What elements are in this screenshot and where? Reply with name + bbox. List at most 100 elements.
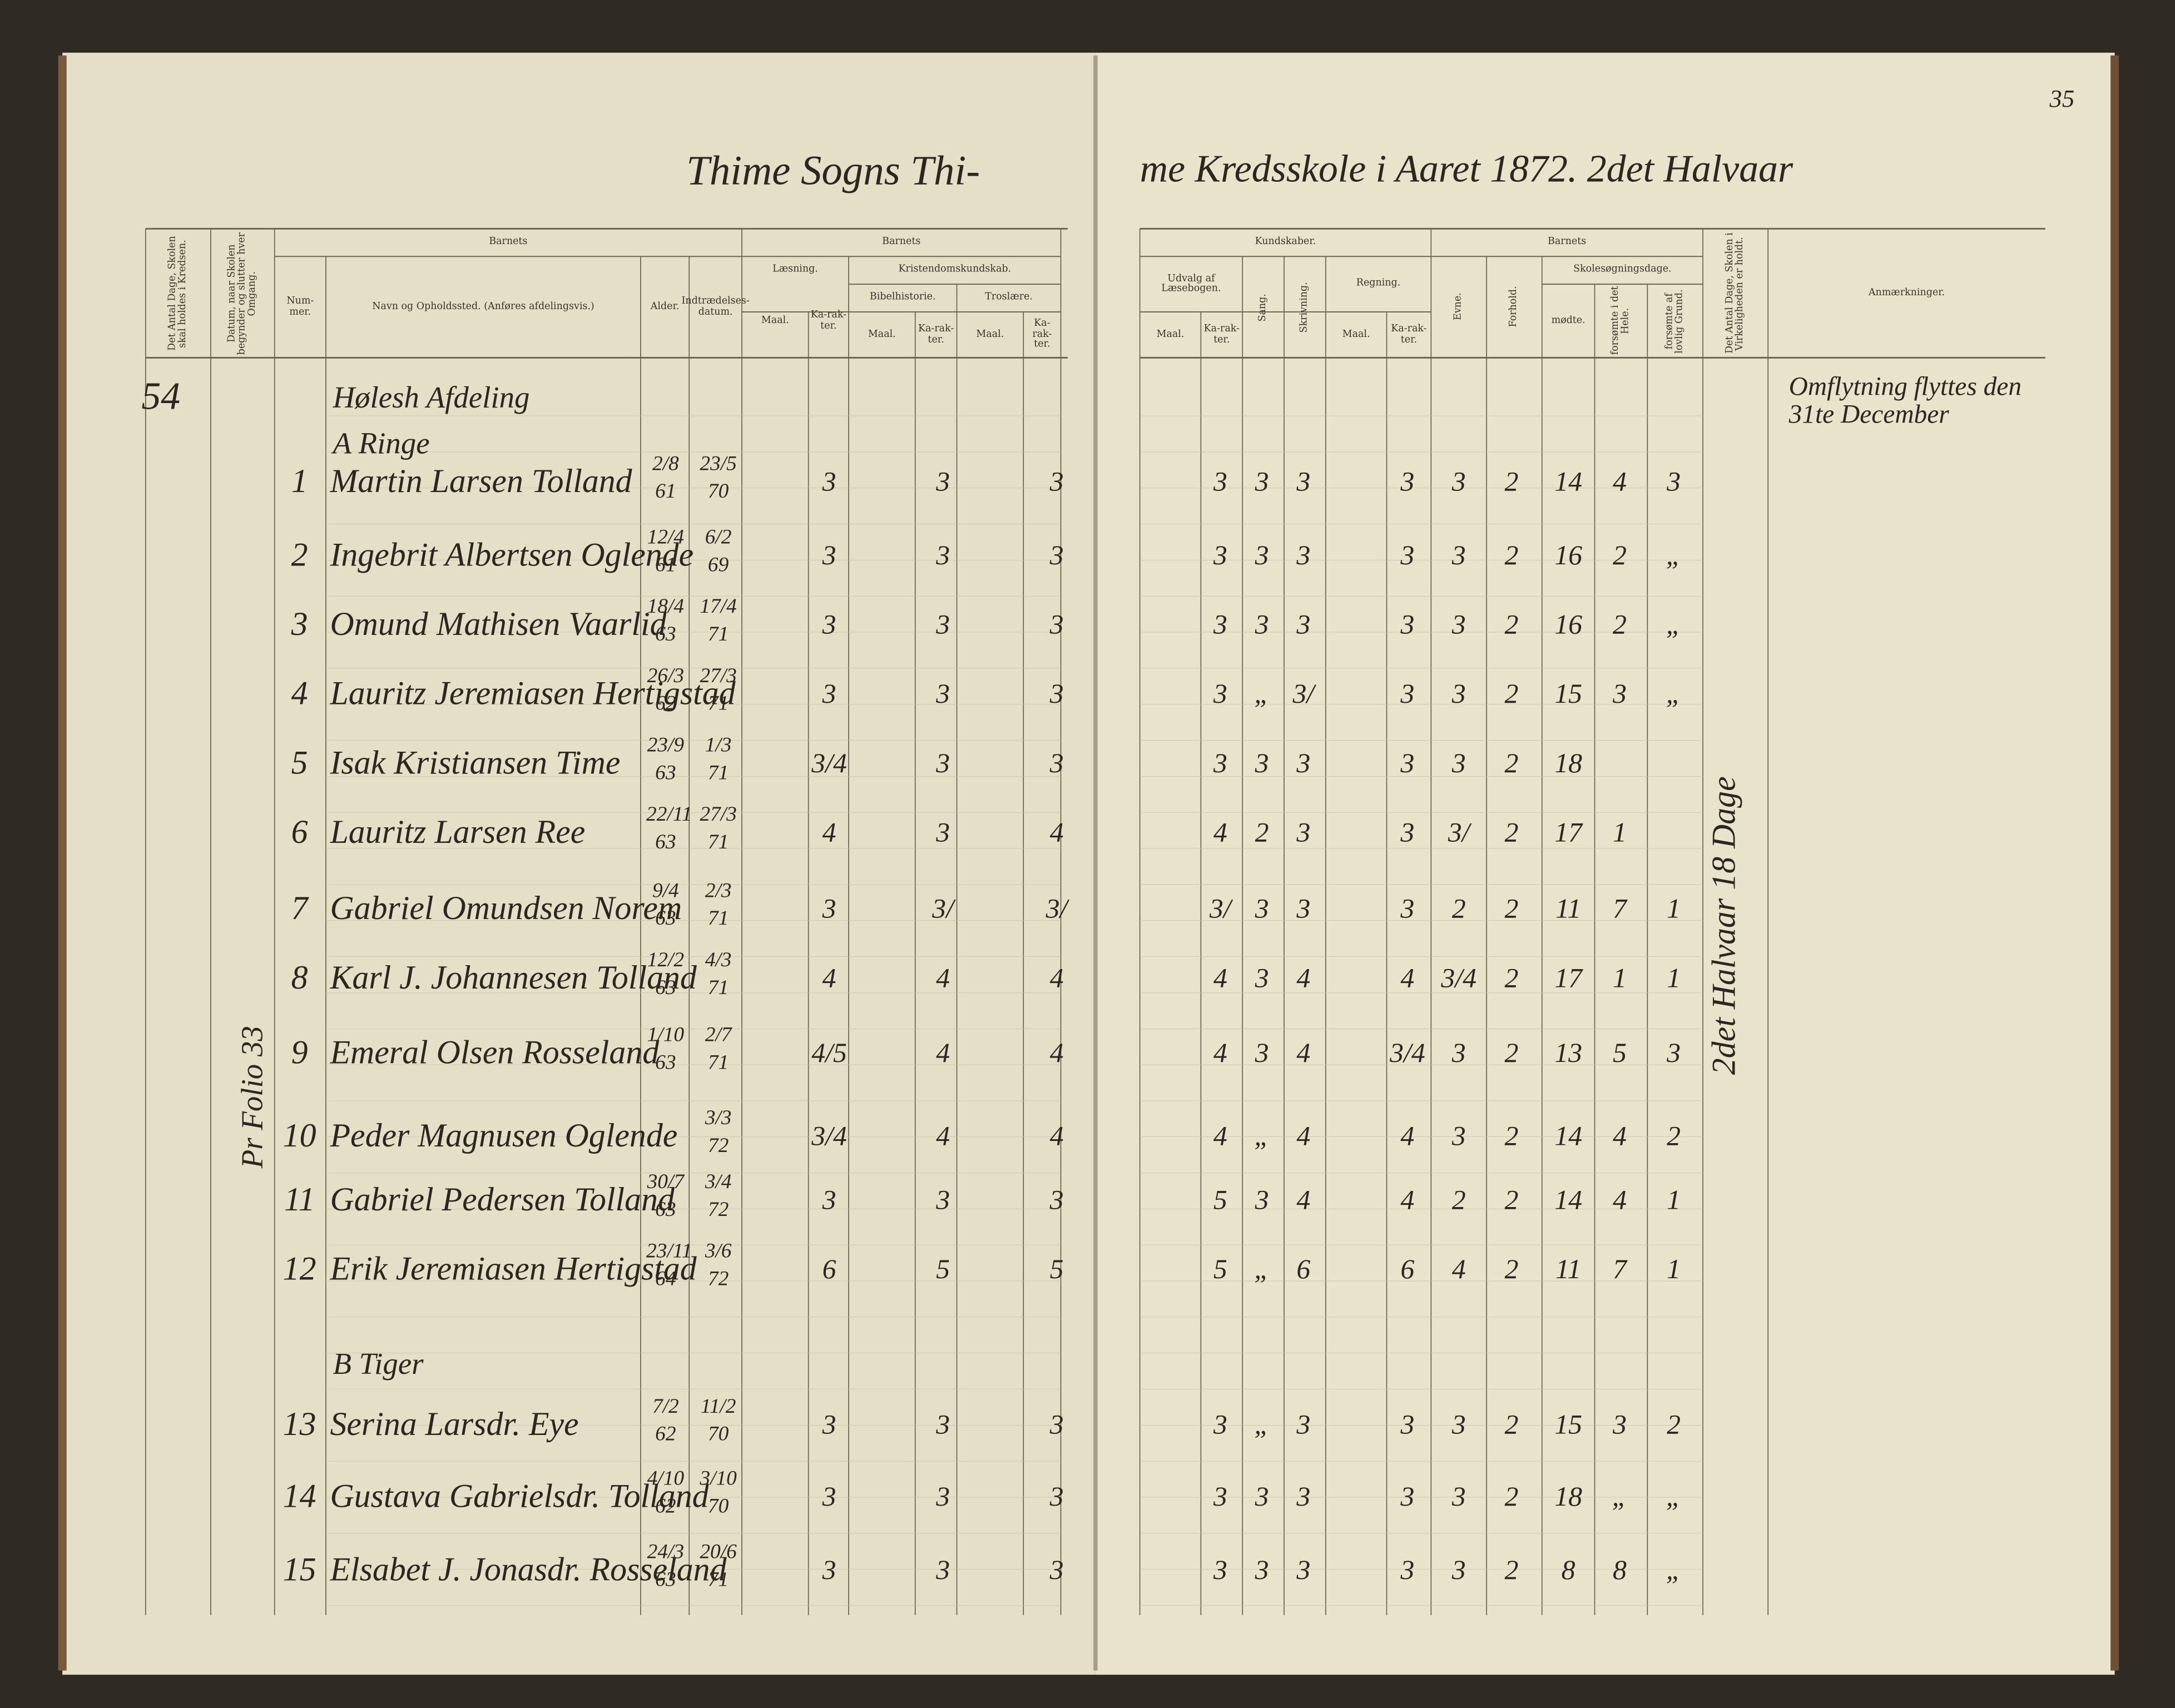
grade: 1 [1612, 963, 1627, 994]
entry-date: 2/7 71 [705, 1024, 732, 1074]
grade: 4 [936, 963, 950, 994]
entry-date: 4/3 71 [705, 950, 732, 999]
grade: „ [1666, 540, 1682, 572]
grade: 2 [1612, 610, 1627, 640]
column-header: Det Antal Dage, Skolen skal holdes i Kre… [166, 236, 188, 351]
grade: 3 [1255, 894, 1269, 925]
grade: 3 [822, 679, 836, 710]
student-name: Gabriel Pedersen Tolland [330, 1182, 675, 1219]
grade: 2 [1504, 540, 1519, 572]
row-number: 7 [291, 891, 308, 928]
grade: „ [1666, 679, 1682, 710]
birth-date: 9/4 63 [652, 880, 679, 930]
grade: 3 [936, 1185, 950, 1216]
grade: 4 [822, 818, 836, 849]
entry-date: 17/4 71 [700, 596, 737, 646]
grade: 3 [1049, 748, 1064, 779]
grade: „ [1666, 1482, 1682, 1513]
grade: 11 [1555, 1254, 1582, 1285]
grade: 4 [1296, 963, 1311, 994]
entry-date: 11/2 70 [700, 1396, 736, 1446]
grade: 3 [1451, 1121, 1466, 1153]
column-header: Alder. [650, 300, 680, 312]
row-number: 2 [291, 538, 308, 574]
grade: 3/ [1209, 894, 1231, 925]
grade: 16 [1554, 610, 1583, 640]
grade: 3/4 [811, 1121, 847, 1153]
grade: 3 [1451, 1409, 1466, 1441]
grade: 3 [1049, 610, 1064, 640]
grade: 3 [1612, 679, 1627, 710]
grade: 4 [1296, 1038, 1311, 1069]
column-header: Bibelhistorie. [869, 291, 936, 303]
row-number: 3 [291, 607, 308, 643]
birth-date: 18/4 63 [647, 596, 685, 646]
page-number: 35 [2049, 85, 2075, 112]
grade: 2 [1504, 1254, 1519, 1285]
column-header: Maal. [1342, 328, 1370, 340]
grade: 17 [1554, 818, 1583, 849]
grade: „ [1612, 1482, 1628, 1513]
grade: 3/ [1292, 679, 1315, 710]
column-header: Udvalg af Læsebogen. [1161, 272, 1221, 294]
grade: 3 [1667, 467, 1681, 498]
grade: 3 [1400, 467, 1415, 498]
grade: 3 [1451, 1555, 1466, 1586]
grade: 14 [1554, 1185, 1583, 1216]
grade: 3 [936, 1555, 950, 1586]
grade: 4 [1451, 1254, 1466, 1285]
grade: 3 [1213, 1482, 1227, 1513]
grade: 3 [1400, 679, 1415, 710]
birth-date: 23/9 63 [647, 734, 685, 785]
grade: 2 [1451, 894, 1466, 925]
grade: „ [1254, 1409, 1270, 1441]
grade: „ [1666, 1555, 1682, 1586]
entry-date: 3/6 72 [705, 1240, 732, 1290]
grade: 4 [1049, 1121, 1064, 1153]
grade: 4 [1049, 1038, 1064, 1069]
grade: 1 [1667, 1185, 1681, 1216]
column-header: Ka-rak-ter. [1203, 323, 1240, 345]
grade: 15 [1554, 679, 1583, 710]
grade: 3 [1049, 467, 1064, 498]
grade: 3 [1400, 1409, 1415, 1441]
grade: 4 [1400, 1121, 1415, 1153]
grade: „ [1254, 1121, 1270, 1153]
column-header: Ka-rak-ter. [918, 323, 954, 345]
birth-date: 30/7 63 [647, 1171, 685, 1221]
grade: 3 [936, 1482, 950, 1513]
row-number: 5 [291, 746, 308, 782]
student-name: Gustava Gabrielsdr. Tolland [330, 1479, 709, 1516]
column-header: Maal. [761, 314, 789, 326]
row-number: 15 [283, 1552, 316, 1589]
birth-date: 1/10 63 [647, 1024, 685, 1074]
grade: 6 [1296, 1254, 1311, 1285]
column-header: Navn og Opholdssted. (Anføres afdelingsv… [372, 300, 594, 312]
grade: 3 [1049, 1185, 1064, 1216]
grade: 4 [1400, 963, 1415, 994]
grade: 2 [1504, 1121, 1519, 1153]
entry-date: 23/5 70 [700, 453, 737, 503]
row-number: 13 [283, 1407, 316, 1443]
grade: 2 [1667, 1409, 1681, 1441]
student-name: Karl J. Johannesen Tolland [330, 960, 697, 997]
column-header: Num-mer. [286, 295, 314, 317]
grade: 5 [1213, 1185, 1227, 1216]
grade: 3 [1255, 1185, 1269, 1216]
grade: 2 [1504, 610, 1519, 640]
grade: 3 [1213, 610, 1227, 640]
row-number: 9 [291, 1035, 308, 1072]
grade: 3 [1451, 1482, 1466, 1513]
entry-date: 27/3 71 [700, 804, 737, 853]
birth-date: 23/11 64 [646, 1240, 692, 1290]
grade: 14 [1554, 467, 1583, 498]
column-header: Sang. [1256, 293, 1268, 321]
column-header: Evne. [1452, 293, 1464, 321]
column-header: Maal. [868, 328, 896, 340]
entry-date: 27/3 71 [700, 665, 737, 715]
column-header: Anmærkninger. [1868, 286, 1945, 298]
row-number: 11 [284, 1182, 315, 1219]
grade: 3 [1400, 1482, 1415, 1513]
grade: 3 [1296, 894, 1311, 925]
student-name: Elsabet J. Jonasdr. Rosseland [330, 1552, 727, 1589]
